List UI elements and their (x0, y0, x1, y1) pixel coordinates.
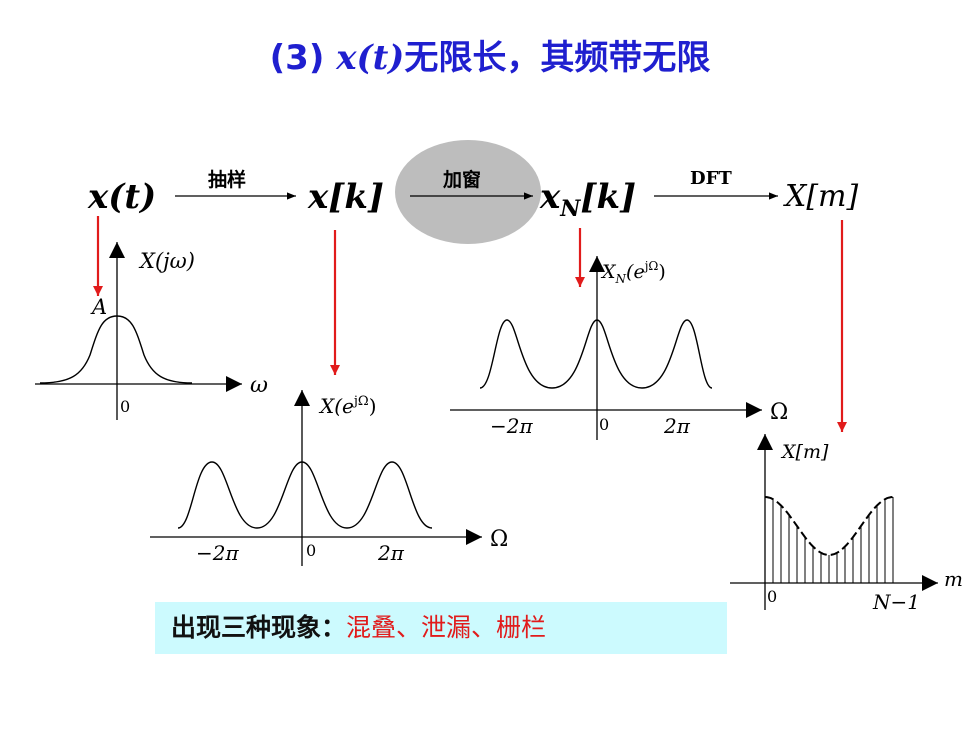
title-signal: x(t) (336, 38, 405, 78)
title-prefix: (3) (269, 38, 325, 78)
plot4-tick-end: N−1 (872, 590, 920, 614)
plot1-curve (39, 315, 193, 384)
signal-xn-k: xN[k] (539, 177, 636, 222)
signal-x-k: x[k] (307, 177, 384, 217)
note-effects: 混叠、泄漏、栅栏 (346, 613, 547, 642)
plot3-xlabel: Ω (770, 400, 788, 425)
plot-windowed-spectrum: XN(ejΩ) Ω 0 −2π 2π (450, 256, 788, 440)
plot1-peak-label: A (90, 295, 107, 319)
plot3-ylabel: XN(ejΩ) (600, 259, 666, 286)
plot4-envelope (764, 496, 894, 557)
plot2-xlabel: Ω (490, 527, 508, 552)
plot-dtft-spectrum: X(ejΩ) Ω 0 −2π 2π (150, 390, 508, 566)
plot2-origin: 0 (306, 541, 316, 560)
title-text: 无限长，其频带无限 (404, 38, 711, 78)
plot3-origin: 0 (599, 415, 609, 434)
phenomena-note: 出现三种现象：混叠、泄漏、栅栏 (155, 602, 727, 654)
windowing-label: 加窗 (442, 168, 481, 191)
plot2-tick-neg: −2π (196, 541, 239, 565)
plot-dft-samples: X[m] m 0 N−1 (730, 434, 963, 614)
plot4-stems (764, 497, 894, 583)
plot1-origin: 0 (120, 397, 130, 416)
plot4-origin: 0 (767, 587, 777, 606)
slide-title: (3) x(t)无限长，其频带无限 (0, 30, 980, 79)
sampling-label: 抽样 (208, 168, 246, 191)
signal-X-m: X[m] (783, 179, 859, 214)
plot1-ylabel: X(jω) (138, 249, 195, 273)
signal-x-t: x(t) (87, 177, 156, 217)
dft-label: DFT (690, 168, 732, 189)
plot2-ylabel: X(ejΩ) (318, 394, 377, 418)
note-prefix: 出现三种现象： (171, 613, 347, 642)
plot3-tick-neg: −2π (490, 414, 533, 438)
plot4-xlabel: m (944, 567, 963, 591)
plot2-tick-pos: 2π (377, 541, 405, 565)
plot3-tick-pos: 2π (663, 414, 691, 438)
window-highlight-ellipse (395, 140, 541, 244)
plot-continuous-spectrum: X(jω) A ω 0 (35, 242, 268, 420)
plot1-xlabel: ω (250, 373, 268, 398)
plot3-curve (479, 319, 713, 389)
plot4-ylabel: X[m] (780, 441, 829, 463)
plot2-curve (177, 461, 433, 529)
